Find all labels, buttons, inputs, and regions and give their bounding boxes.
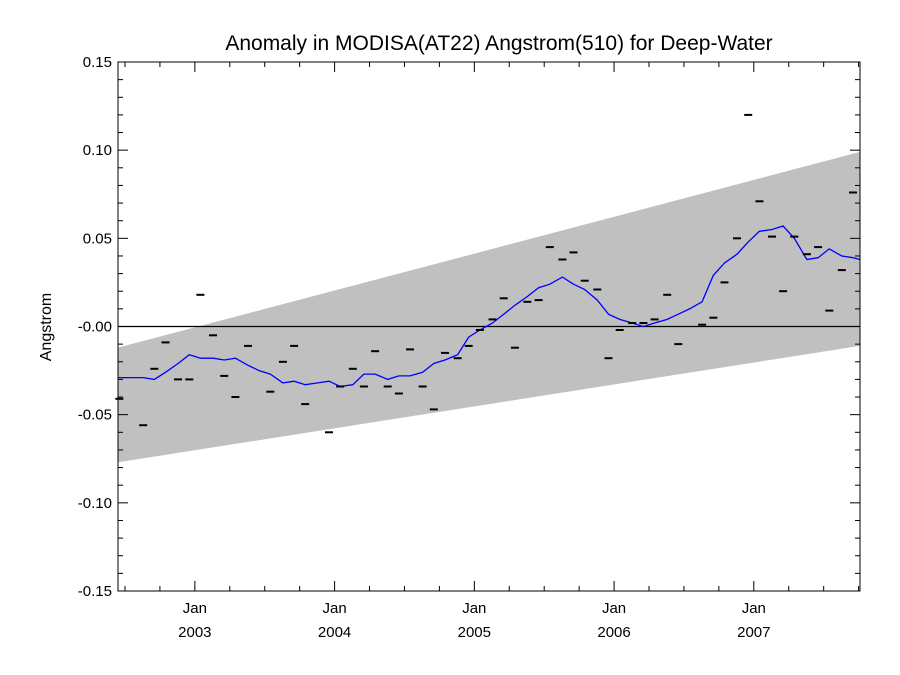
anomaly-marker bbox=[174, 378, 183, 381]
x-tick-year-label: 2007 bbox=[737, 624, 770, 641]
anomaly-markers-layer bbox=[115, 113, 857, 434]
anomaly-marker bbox=[441, 351, 449, 354]
anomaly-marker bbox=[733, 237, 741, 240]
y-tick-label: -0.00 bbox=[78, 319, 112, 336]
anomaly-marker bbox=[744, 113, 753, 116]
anomaly-marker bbox=[510, 346, 519, 349]
y-tick-label: 0.05 bbox=[83, 230, 112, 247]
anomaly-marker bbox=[209, 334, 217, 337]
anomaly-marker bbox=[615, 329, 624, 331]
anomaly-marker bbox=[231, 396, 240, 398]
x-tick-month-label: Jan bbox=[602, 600, 626, 617]
anomaly-marker bbox=[290, 344, 299, 347]
anomaly-marker bbox=[674, 343, 683, 346]
uncertainty-band-layer bbox=[118, 151, 860, 463]
anomaly-marker bbox=[220, 374, 229, 377]
y-ticks-layer: 0.15 0.10 0.05 -0.00 -0.05 -0.10 -0.15 bbox=[78, 54, 860, 600]
anomaly-marker bbox=[499, 297, 508, 300]
anomaly-marker bbox=[150, 367, 159, 370]
anomaly-marker bbox=[348, 367, 357, 370]
anomaly-marker bbox=[336, 385, 345, 388]
anomaly-marker bbox=[709, 316, 718, 319]
anomaly-marker bbox=[768, 235, 776, 238]
anomaly-marker bbox=[545, 246, 554, 249]
running-mean-layer bbox=[118, 225, 861, 388]
x-tick-month-label: Jan bbox=[742, 600, 766, 617]
anomaly-marker bbox=[837, 269, 846, 272]
anomaly-marker bbox=[604, 357, 613, 360]
chart-title: Anomaly in MODISA(AT22) Angstrom(510) fo… bbox=[225, 32, 772, 55]
anomaly-marker bbox=[464, 344, 473, 347]
anomaly-marker bbox=[301, 403, 310, 406]
anomaly-marker bbox=[371, 350, 380, 353]
x-tick-month-label: Jan bbox=[322, 600, 346, 617]
anomaly-marker bbox=[593, 288, 602, 291]
anomaly-marker bbox=[185, 378, 194, 381]
anomaly-marker bbox=[139, 424, 148, 427]
anomaly-marker bbox=[161, 341, 170, 344]
anomaly-marker bbox=[849, 191, 857, 194]
x-tick-year-label: 2005 bbox=[458, 624, 491, 641]
y-axis-label: Angstrom bbox=[38, 293, 55, 361]
y-tick-label: -0.05 bbox=[78, 407, 112, 424]
anomaly-marker bbox=[394, 392, 403, 395]
anomaly-marker bbox=[429, 408, 438, 411]
x-tick-month-label: Jan bbox=[183, 600, 207, 617]
y-tick-label: -0.15 bbox=[78, 583, 112, 600]
anomaly-marker bbox=[406, 348, 414, 351]
x-ticks-layer: Jan 2003 Jan 2004 Jan 2005 Jan 2006 Jan 2007 bbox=[124, 62, 860, 641]
x-tick-month-label: Jan bbox=[462, 600, 486, 617]
anomaly-marker bbox=[534, 299, 543, 302]
anomaly-marker bbox=[814, 246, 823, 249]
y-tick-label: -0.10 bbox=[78, 495, 112, 512]
anomaly-marker bbox=[639, 322, 648, 324]
anomaly-marker bbox=[244, 344, 252, 347]
anomaly-marker bbox=[488, 318, 497, 321]
uncertainty-band bbox=[118, 151, 860, 463]
anomaly-marker bbox=[569, 251, 578, 254]
x-tick-year-label: 2006 bbox=[597, 624, 630, 641]
anomaly-marker bbox=[325, 431, 333, 434]
anomaly-marker bbox=[359, 385, 368, 388]
y-tick-label: 0.15 bbox=[83, 54, 112, 71]
anomaly-marker bbox=[383, 385, 392, 388]
anomaly-marker bbox=[523, 300, 532, 303]
y-tick-label: 0.10 bbox=[83, 142, 112, 159]
anomaly-marker bbox=[825, 309, 834, 312]
anomaly-marker bbox=[266, 390, 275, 393]
anomaly-marker bbox=[196, 293, 205, 296]
anomaly-marker bbox=[558, 258, 567, 261]
anomaly-marker bbox=[790, 235, 799, 238]
anomaly-marker bbox=[663, 293, 672, 296]
x-tick-year-label: 2003 bbox=[178, 624, 211, 641]
anomaly-marker bbox=[650, 318, 659, 321]
anomaly-marker bbox=[580, 279, 589, 282]
anomaly-marker bbox=[475, 329, 484, 331]
x-tick-year-label: 2004 bbox=[318, 624, 351, 641]
anomaly-marker bbox=[720, 281, 729, 284]
anomaly-marker bbox=[779, 290, 788, 293]
anomaly-marker bbox=[453, 357, 462, 360]
anomaly-marker bbox=[115, 397, 124, 400]
anomaly-marker bbox=[755, 200, 764, 203]
anomaly-marker bbox=[278, 360, 287, 363]
anomaly-marker bbox=[698, 323, 707, 326]
anomaly-marker bbox=[802, 253, 811, 256]
anomaly-marker bbox=[628, 322, 637, 324]
running-mean-line bbox=[118, 225, 861, 388]
anomaly-marker bbox=[418, 385, 427, 388]
